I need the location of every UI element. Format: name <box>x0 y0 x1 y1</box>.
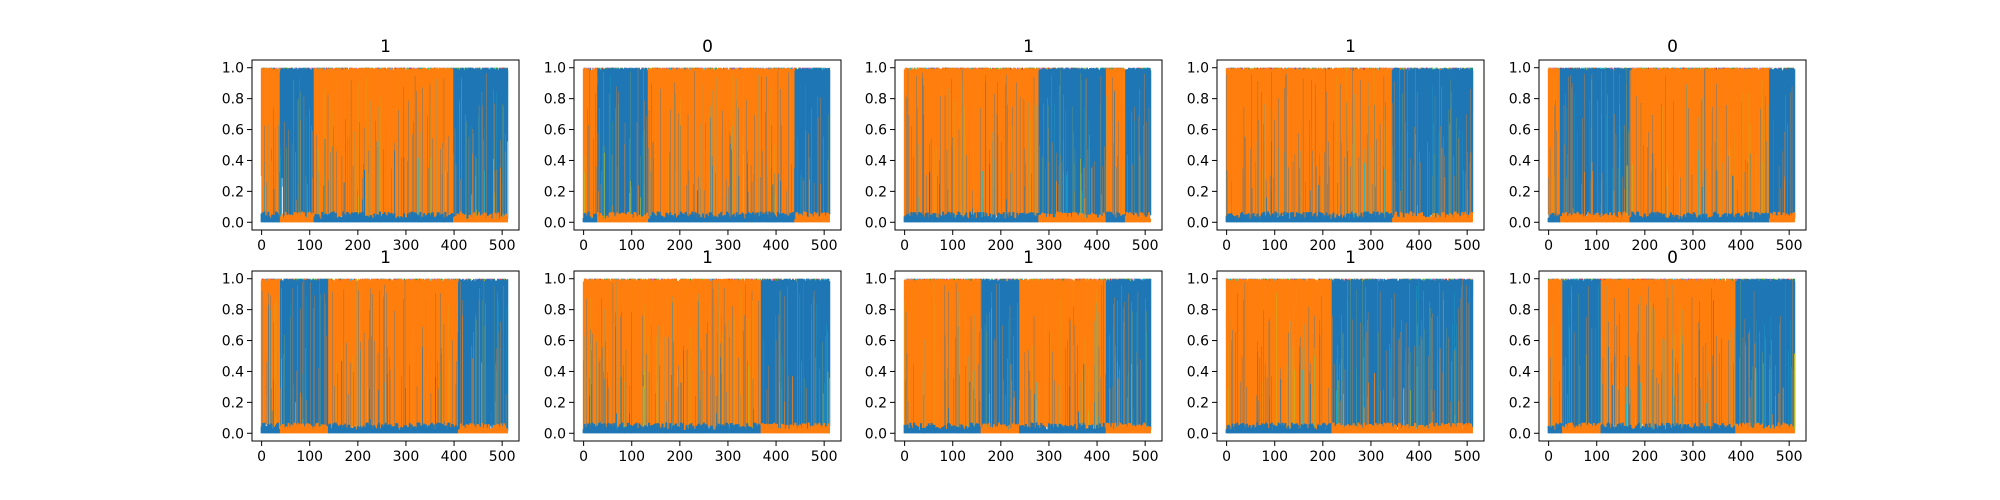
x-tick-label: 0 <box>579 238 588 254</box>
y-tick-label: 1.0 <box>1187 61 1209 77</box>
series-lines <box>582 67 831 223</box>
x-tick-label: 500 <box>489 238 516 254</box>
x-tick-label: 500 <box>811 238 838 254</box>
y-tick-label: 0.4 <box>865 153 887 169</box>
x-tick-label: 0 <box>257 238 266 254</box>
x-tick-label: 200 <box>344 238 371 254</box>
y-tick-label: 0.4 <box>222 153 244 169</box>
y-tick-label: 0.2 <box>544 184 566 200</box>
y-tick-label: 0.6 <box>222 123 244 139</box>
y-tick-label: 0.8 <box>1187 92 1209 108</box>
subplot-1: 1 0 100 200 300 400 500 0.0 0.2 0.4 0.6 0.8 1.0 <box>222 37 520 254</box>
y-tick-label: 1.0 <box>865 61 887 77</box>
y-tick-label: 0.8 <box>865 92 887 108</box>
x-tick-label: 400 <box>1084 238 1111 254</box>
x-tick-label: 300 <box>715 238 742 254</box>
subplot-4: 1 0 100 200 300 400 500 0.0 0.2 0.4 0.6 0.8 1.0 <box>1187 37 1485 254</box>
axes-frame <box>251 59 520 231</box>
x-tick-label: 200 <box>1309 238 1336 254</box>
y-tick-label: 0.2 <box>222 184 244 200</box>
y-tick-label: 0.6 <box>865 123 887 139</box>
y-tick-label: 0.6 <box>544 123 566 139</box>
y-tick-label: 0.0 <box>865 215 887 231</box>
subplot-title: 1 <box>1023 37 1034 57</box>
x-tick-label: 400 <box>1406 238 1433 254</box>
y-tick-label: 0.0 <box>544 215 566 231</box>
axes-frame <box>573 59 842 231</box>
series-lines <box>1547 67 1796 223</box>
x-tick-label: 400 <box>763 238 790 254</box>
y-tick-label: 0.8 <box>544 92 566 108</box>
x-tick-label: 0 <box>1222 238 1231 254</box>
x-tick-label: 500 <box>1132 238 1159 254</box>
series-lines <box>260 67 509 223</box>
x-tick-label: 400 <box>441 238 468 254</box>
x-tick-label: 100 <box>618 238 645 254</box>
axes-frame <box>894 59 1163 231</box>
subplot-title: 1 <box>1345 37 1356 57</box>
x-tick-label: 300 <box>1036 238 1063 254</box>
x-tick-label: 300 <box>393 238 420 254</box>
x-tick-label: 200 <box>666 238 693 254</box>
y-tick-label: 0.8 <box>222 92 244 108</box>
x-tick-label: 100 <box>1261 238 1288 254</box>
x-tick-label: 300 <box>1358 238 1385 254</box>
x-tick-label: 100 <box>939 238 966 254</box>
subplot-title: 1 <box>380 37 391 57</box>
y-tick-label: 1.0 <box>544 61 566 77</box>
x-tick-label: 0 <box>900 238 909 254</box>
x-tick-label: 100 <box>296 238 323 254</box>
y-tick-label: 0.4 <box>544 153 566 169</box>
y-tick-label: 0.0 <box>1187 215 1209 231</box>
y-tick-label: 0.0 <box>222 215 244 231</box>
x-tick-label: 200 <box>987 238 1014 254</box>
y-tick-label: 0.6 <box>1187 123 1209 139</box>
subplot-3: 1 0 100 200 300 400 500 0.0 0.2 0.4 0.6 0.8 1.0 <box>865 37 1163 254</box>
y-tick-label: 0.2 <box>1187 184 1209 200</box>
series-lines <box>1225 67 1474 223</box>
series-lines <box>903 67 1152 223</box>
y-tick-label: 0.4 <box>1187 153 1209 169</box>
x-tick-label: 500 <box>1454 238 1481 254</box>
subplot-title: 0 <box>702 37 713 57</box>
subplot-2: 0 0 100 200 300 400 500 0.0 0.2 0.4 0.6 0.8 1.0 <box>544 37 842 254</box>
y-tick-label: 1.0 <box>222 61 244 77</box>
y-tick-label: 0.2 <box>865 184 887 200</box>
axes-frame <box>1216 59 1485 231</box>
